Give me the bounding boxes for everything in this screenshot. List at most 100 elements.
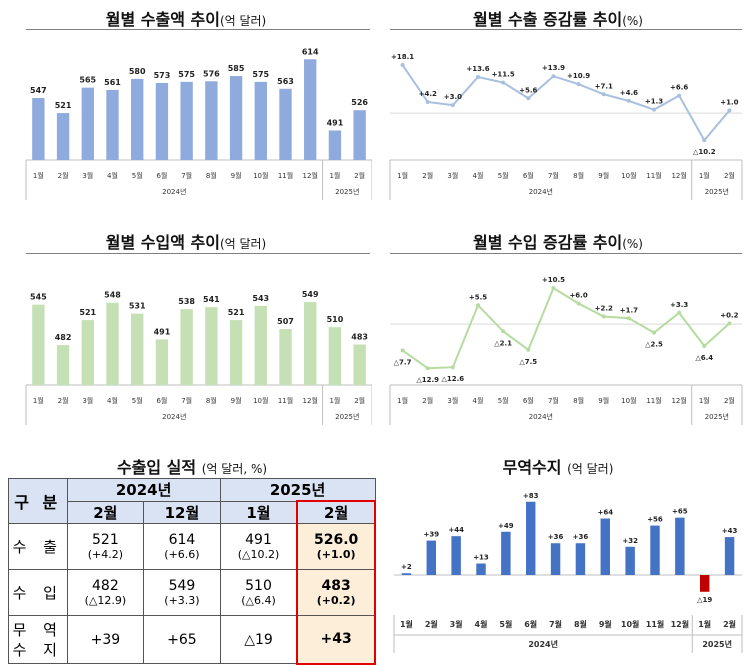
x-tick-label: 1월 <box>699 396 710 405</box>
x-group-label: 2024년 <box>162 187 186 196</box>
data-label: △2.1 <box>494 339 512 347</box>
data-label: +32 <box>622 537 638 545</box>
x-tick-label: 8월 <box>573 171 584 180</box>
data-label: 482 <box>55 333 72 342</box>
x-tick-label: 11월 <box>278 396 293 405</box>
x-tick-label: 12월 <box>671 619 690 629</box>
x-group-label: 2025년 <box>705 412 729 421</box>
x-tick-label: 10월 <box>253 396 268 405</box>
x-tick-label: 9월 <box>598 396 609 405</box>
table-corner: 구 분 <box>8 478 68 524</box>
balance-title-text: 무역수지 <box>502 458 562 477</box>
table-row-export: 수 출 521 (+4.2) 614 (+6.6) 491 (△10.2) 526.0… <box>8 523 376 570</box>
x-group-label: 2025년 <box>702 639 732 649</box>
data-label: +1.0 <box>720 98 738 106</box>
separator <box>26 253 370 254</box>
performance-table: 구 분 2024년 2025년 2월 12월 1월 2월 수 출 521 (+4.… <box>8 478 376 665</box>
cell-rate: (△6.4) <box>241 594 276 607</box>
x-tick-label: 7월 <box>548 396 559 405</box>
x-tick-label: 7월 <box>548 171 559 180</box>
bar <box>650 525 660 575</box>
x-tick-label: 1월 <box>397 396 408 405</box>
bar <box>180 81 193 160</box>
cell-rate: (+3.3) <box>164 594 200 607</box>
table-cell-highlight: 483 (+0.2) <box>296 569 376 616</box>
balance-unit: (억 달러) <box>567 462 614 476</box>
data-point <box>425 366 430 371</box>
cell-rate: (+6.6) <box>164 548 200 561</box>
cell-value: 521 <box>92 532 119 548</box>
cell-rate: (+1.0) <box>316 548 356 561</box>
bar <box>81 87 94 160</box>
x-tick-label: 1월 <box>400 619 413 629</box>
bar <box>328 327 342 385</box>
data-point <box>425 99 430 104</box>
x-tick-label: 11월 <box>646 396 661 405</box>
x-tick-label: 1월 <box>329 396 340 405</box>
x-tick-label: 11월 <box>646 171 661 180</box>
x-tick-label: 10월 <box>253 171 268 180</box>
bar <box>451 536 461 575</box>
table-cell: +65 <box>143 615 221 664</box>
data-label: +6.6 <box>670 84 688 92</box>
data-point <box>526 96 531 101</box>
x-group-label: 2024년 <box>528 639 558 649</box>
cell-rate: (△10.2) <box>237 548 280 561</box>
x-tick-label: 9월 <box>231 171 242 180</box>
data-point <box>652 107 656 112</box>
data-label: +0.2 <box>720 311 738 319</box>
x-tick-label: 2월 <box>354 171 365 180</box>
separator <box>390 253 742 254</box>
data-point <box>450 103 455 108</box>
data-label: 614 <box>302 47 319 56</box>
x-tick-label: 2월 <box>723 619 736 629</box>
data-label: +3.3 <box>670 301 688 309</box>
data-label: 585 <box>228 64 245 73</box>
x-tick-label: 11월 <box>646 619 665 629</box>
cell-rate: (△12.9) <box>84 594 127 607</box>
x-tick-label: 12월 <box>303 396 318 405</box>
data-label: +2 <box>401 563 412 571</box>
data-label: △2.5 <box>645 341 663 349</box>
x-group-label: 2025년 <box>335 187 359 196</box>
x-tick-label: 12월 <box>303 171 318 180</box>
data-label: 565 <box>79 76 96 85</box>
x-tick-label: 6월 <box>523 171 534 180</box>
x-tick-label: 1월 <box>699 171 710 180</box>
cell-value: 483 <box>321 578 351 594</box>
data-point <box>476 75 480 79</box>
export-amount-panel: 월별 수출액 추이(억 달러) 1월 2월 3월 4월 5월 6월 7월 8월 9월 10월 11월… <box>0 0 372 215</box>
bar <box>550 543 561 575</box>
data-label: +36 <box>573 533 589 541</box>
x-group-label: 2024년 <box>529 187 553 196</box>
bar <box>155 339 169 385</box>
cell-value: 491 <box>245 532 272 548</box>
table-cell: 549 (+3.3) <box>143 569 221 616</box>
separator <box>26 29 370 30</box>
data-point <box>450 365 455 370</box>
export-growth-chart: 1월 2월 3월 4월 5월 6월 7월 8월 9월 10월 11월 12월 1월 2월 2024년 2025… <box>389 53 743 200</box>
table-cell: 614 (+6.6) <box>143 523 221 570</box>
data-label: +4.2 <box>419 90 437 98</box>
cell-rate: (+0.2) <box>316 594 356 607</box>
x-tick-label: 7월 <box>181 171 192 180</box>
table-year-2024: 2024년 <box>66 478 221 502</box>
x-tick-label: 6월 <box>524 619 537 629</box>
data-label: 573 <box>154 71 171 80</box>
import-amount-panel: 월별 수입액 추이(억 달러) 1월 2월 3월 4월 5월 6월 7월 8월 9월 10월 11월… <box>0 215 372 440</box>
x-tick-label: 7월 <box>181 396 192 405</box>
x-tick-label: 2월 <box>58 396 69 405</box>
data-label: +56 <box>647 516 663 524</box>
bar <box>205 81 218 160</box>
data-label: +83 <box>523 492 539 500</box>
data-label: 491 <box>154 327 171 336</box>
data-label: 543 <box>252 294 269 303</box>
data-label: +2.2 <box>595 305 613 313</box>
data-label: +11.5 <box>492 71 515 79</box>
data-label: 526 <box>351 98 368 107</box>
balance-chart: +2 1월 +39 2월 +44 3월 +13 4월 +49 5월 +83 6월 +36 7월 +36 8월 +… <box>393 492 743 653</box>
x-tick-label: 1월 <box>397 171 408 180</box>
cell-value: 614 <box>168 532 196 548</box>
